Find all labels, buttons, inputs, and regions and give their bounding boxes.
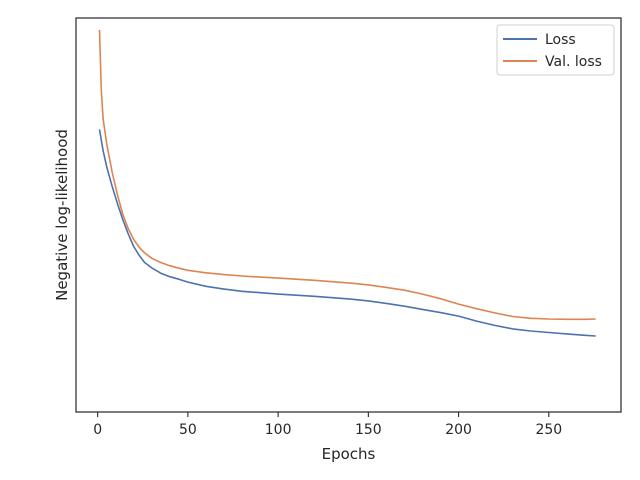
y-axis-label: Negative log-likelihood xyxy=(53,129,71,301)
x-tick-label: 200 xyxy=(445,422,472,438)
plot-area xyxy=(75,17,622,413)
x-tick-label: 100 xyxy=(265,422,292,438)
legend-box xyxy=(496,24,615,76)
x-tick-label: 150 xyxy=(355,422,382,438)
x-axis-ticks: 0 50 100 150 200 250 xyxy=(93,412,562,438)
series-layer xyxy=(98,29,596,337)
legend-label-val-loss: Val. loss xyxy=(545,54,602,70)
series-line-loss xyxy=(98,129,596,337)
legend: Loss Val. loss xyxy=(496,24,615,76)
legend-label-loss: Loss xyxy=(545,32,576,48)
x-tick-label: 50 xyxy=(179,422,197,438)
series-line-val-loss xyxy=(98,29,596,321)
x-axis-label: Epochs xyxy=(322,445,376,463)
x-tick-label: 0 xyxy=(93,422,102,438)
x-tick-label: 250 xyxy=(535,422,562,438)
